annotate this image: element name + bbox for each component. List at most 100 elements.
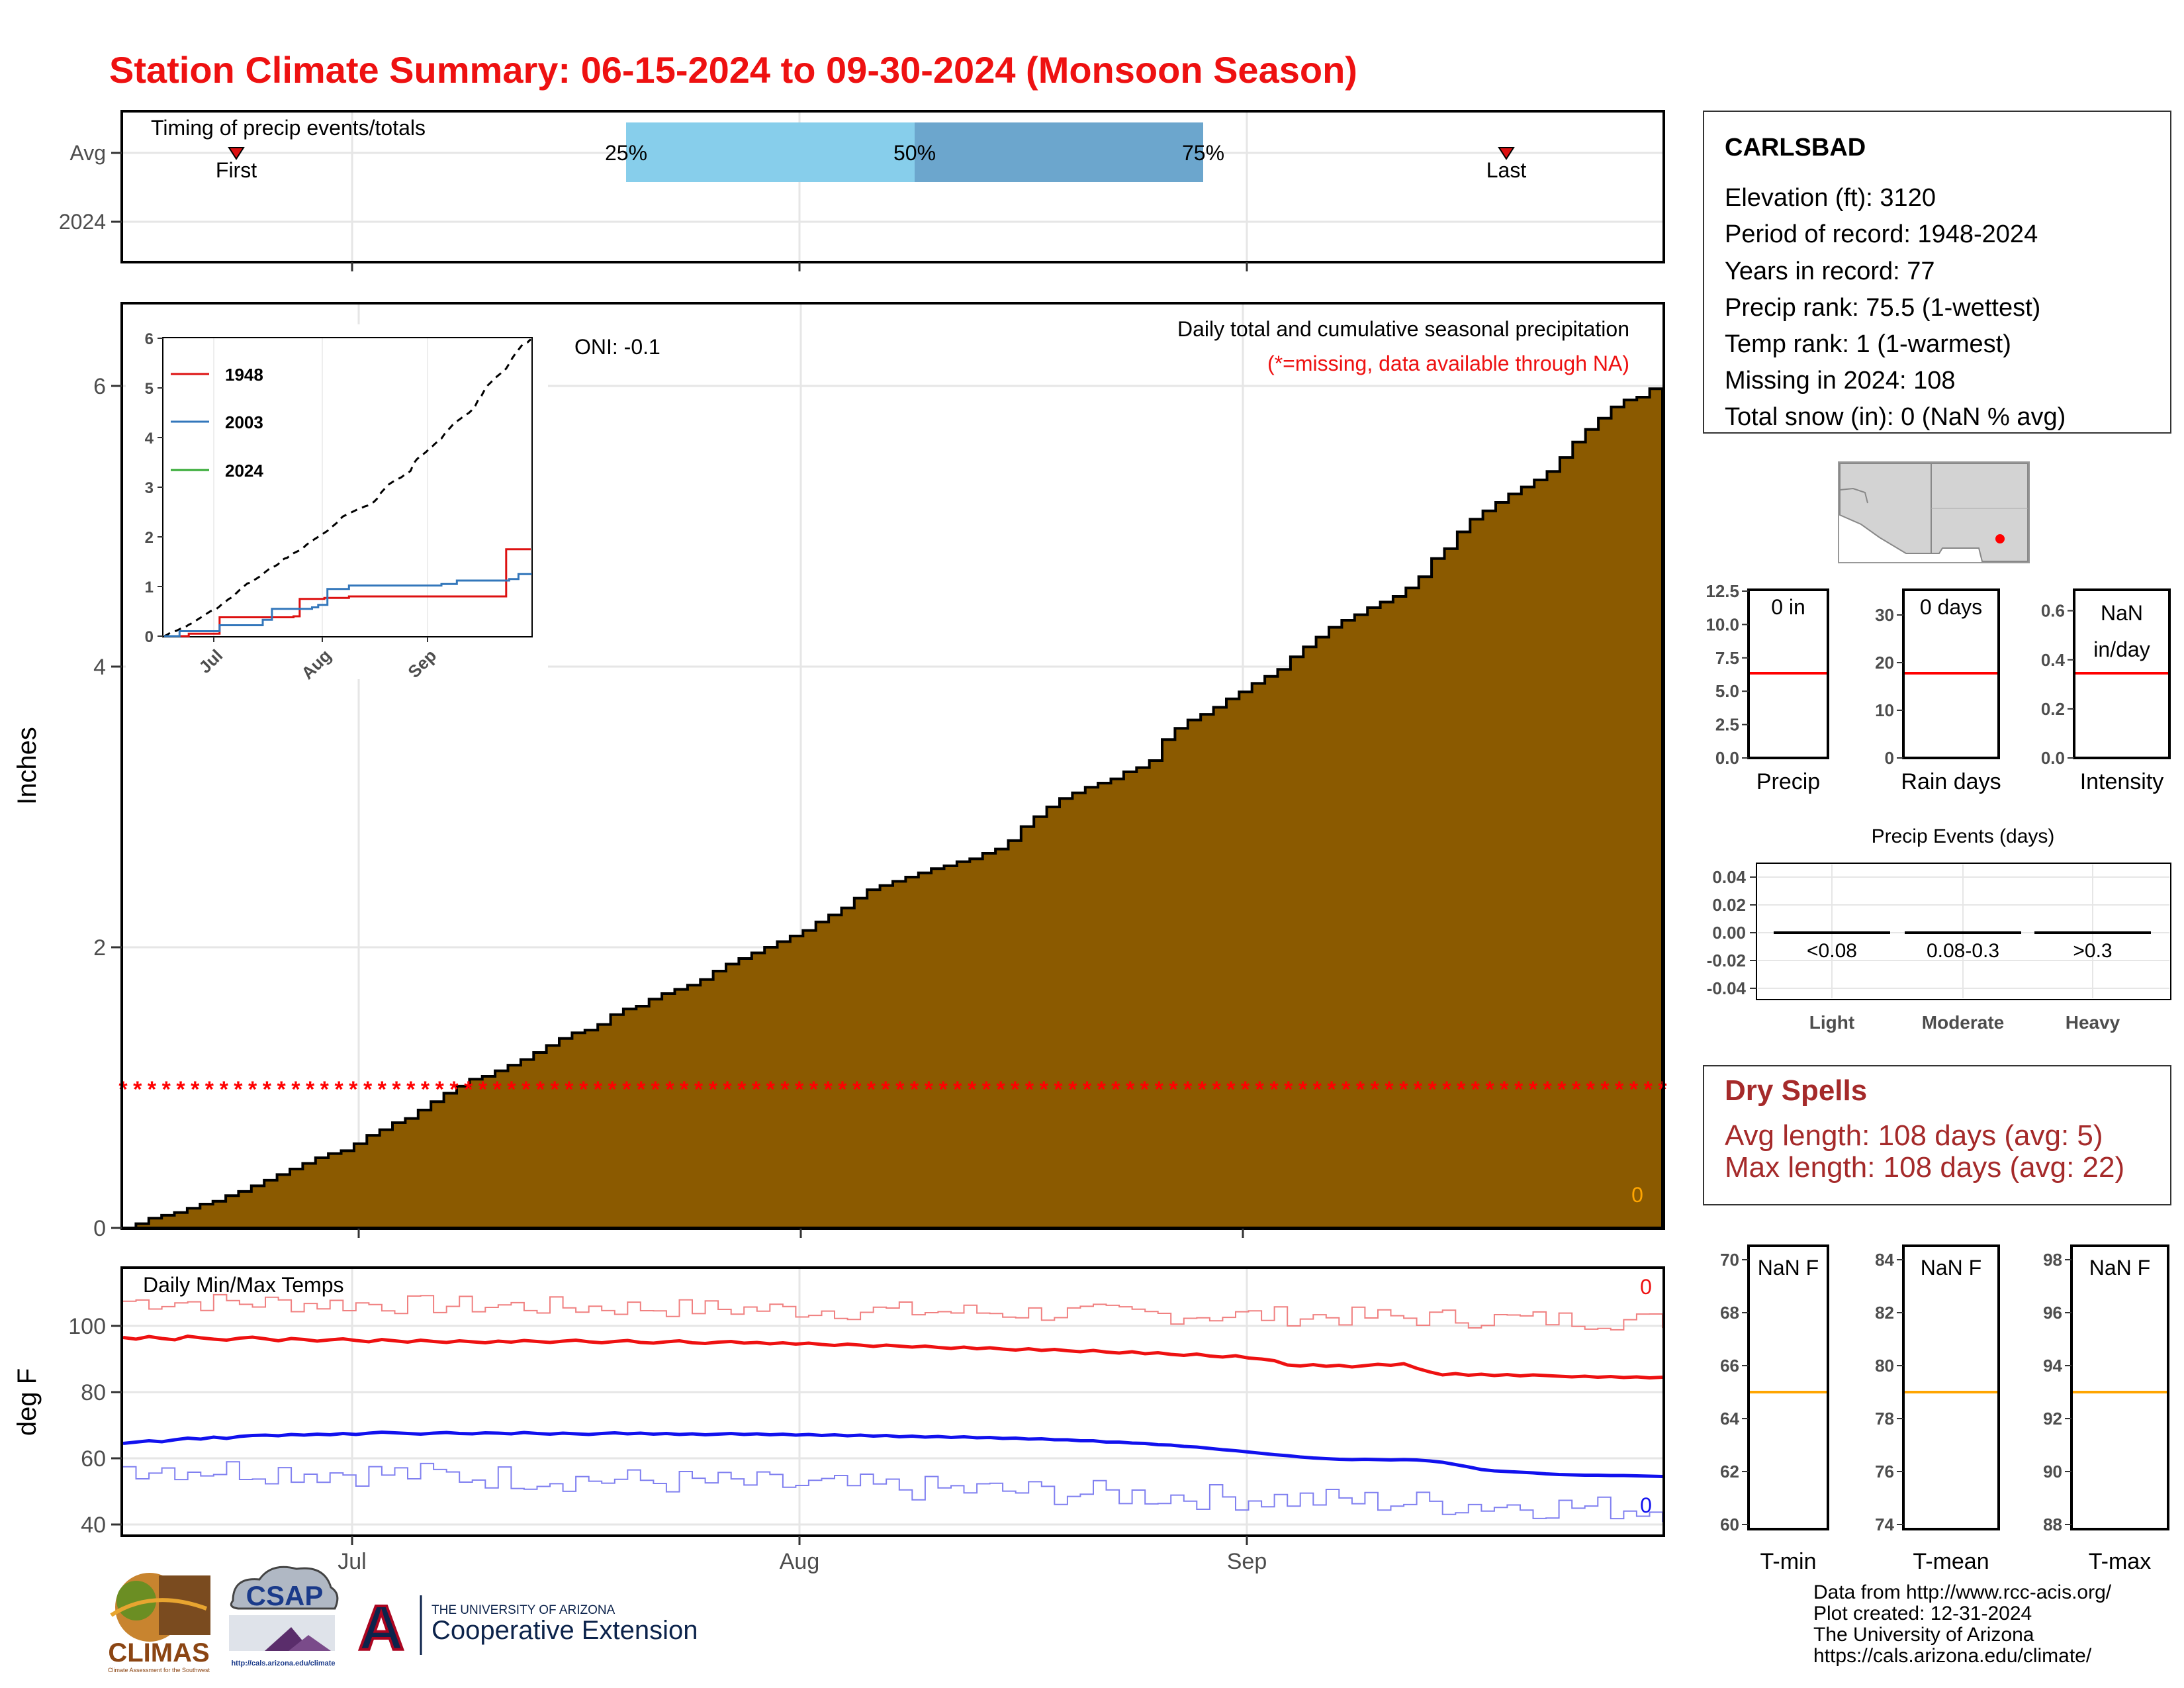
footer-url: https://cals.arizona.edu/climate/ [1813,1645,2092,1667]
tmean-bar-label: T-mean [1913,1549,1989,1574]
missing-marker: * [737,1077,747,1102]
missing-marker: * [435,1077,445,1102]
first-marker-icon [228,147,245,160]
event-bin-moderate: 0.08-0.3 [1927,940,1999,962]
events-ytick: 0.00 [1712,923,1746,943]
missing-marker: * [1155,1077,1164,1102]
inset-ytick: 5 [145,380,154,398]
temp-bar-tick: 66 [1720,1356,1739,1376]
temp-ytick: 40 [81,1513,106,1538]
max-temp-climatology-line [122,1334,1663,1380]
inset-series-1948 [164,548,531,637]
missing-marker: * [1629,1077,1639,1102]
missing-marker: * [766,1077,776,1102]
temp-bar-tick: 76 [1875,1462,1894,1481]
missing-marker: * [1572,1077,1581,1102]
first-label: First [216,158,257,182]
missing-marker: * [464,1077,473,1102]
intensity-bar-label: Intensity [2080,769,2164,794]
mini-bar-tick: 12.5 [1706,581,1739,601]
q25-label: 25% [605,141,647,165]
timing-row-avg: Avg [69,141,106,165]
raindays-bar-label: Rain days [1901,769,2001,794]
missing-marker: * [867,1077,876,1102]
station-location-marker [1995,534,2005,543]
mini-bar-tick: 10.0 [1706,614,1739,634]
missing-marker: * [1442,1077,1451,1102]
dry-spells-box: Dry Spells Avg length: 108 days (avg: 5)… [1703,1065,2171,1205]
missing-marker: * [191,1077,200,1102]
climas-subtitle: Climate Assessment for the Southwest [108,1667,210,1673]
missing-marker: * [550,1077,559,1102]
missing-marker: * [1399,1077,1408,1102]
temp-bar-tick: 82 [1875,1303,1894,1323]
missing-marker: * [852,1077,862,1102]
precip-bar-label: Precip [1756,769,1820,794]
inset-ytick: 2 [145,529,154,547]
temp-ytick: 80 [81,1380,106,1405]
missing-marker: * [493,1077,502,1102]
missing-marker: * [996,1077,1005,1102]
dry-spells-max: Max length: 108 days (avg: 22) [1725,1151,2124,1184]
precip-caption: Daily total and cumulative seasonal prec… [1177,317,1629,341]
station-line-6: Missing in 2024: 108 [1725,367,1956,395]
q50-label: 50% [893,141,936,165]
missing-marker: * [1500,1077,1509,1102]
missing-marker: * [608,1077,617,1102]
tmean-value-label: NaN F [1921,1256,1981,1280]
missing-marker: * [291,1077,300,1102]
mini-bar-tick: 0.6 [2041,601,2065,621]
missing-marker: * [579,1077,588,1102]
precip-ylabel: Inches [13,727,42,805]
temp-bar-tick: 68 [1720,1303,1739,1323]
missing-marker: * [1183,1077,1193,1102]
timing-row-2024: 2024 [59,210,106,234]
missing-marker: * [637,1077,646,1102]
missing-marker: * [378,1077,387,1102]
station-info-box: CARLSBAD Elevation (ft): 3120 Period of … [1703,111,2171,434]
missing-marker: * [1169,1077,1178,1102]
missing-marker: * [133,1077,142,1102]
events-ytick: 0.04 [1712,867,1746,887]
mini-bar-tick: 2.5 [1715,715,1739,735]
missing-marker: * [449,1077,459,1102]
temp-bar-tick: 60 [1720,1515,1739,1534]
event-bin-heavy: >0.3 [2073,940,2112,962]
quartile-bar-50-75 [915,122,1203,182]
missing-marker: * [1097,1077,1107,1102]
missing-marker: * [1212,1077,1221,1102]
event-cat-heavy: Heavy [2066,1012,2120,1033]
timing-panel: Timing of precip events/totals 25% 50% 7… [59,110,1665,271]
missing-marker: * [780,1077,790,1102]
temp-bar-tmin: NaN F T-min 60 62 64 66 68 70 [1720,1244,1829,1574]
daily-max-temp-line [123,1293,1663,1331]
intensity-value-unit: in/day [2093,637,2150,661]
missing-marker: * [1342,1077,1351,1102]
missing-marker: * [478,1077,488,1102]
xtick-sep: Sep [1227,1549,1267,1574]
missing-marker: * [1226,1077,1236,1102]
missing-marker: * [1040,1077,1049,1102]
missing-marker: * [1011,1077,1020,1102]
missing-marker: * [838,1077,847,1102]
missing-marker: * [809,1077,819,1102]
missing-marker: * [536,1077,545,1102]
missing-marker: * [1313,1077,1322,1102]
mini-bar-tick: 20 [1875,653,1894,673]
daily-min-temp-line [123,1461,1663,1523]
tmax-value-label: NaN F [2089,1256,2150,1280]
precip-ytick: 6 [93,374,106,399]
missing-marker: * [162,1077,171,1102]
inset-climatology-line [163,338,532,637]
missing-marker: * [421,1077,430,1102]
missing-marker: * [1471,1077,1480,1102]
missing-marker: * [1485,1077,1494,1102]
missing-marker: * [263,1077,272,1102]
mini-bar-tick: 30 [1875,605,1894,625]
mini-bar-tick: 0 [1885,748,1894,768]
quartile-bar-25-50 [626,122,915,182]
temp-bar-tick: 88 [2043,1515,2062,1534]
mini-bar-tick: 7.5 [1715,648,1739,668]
